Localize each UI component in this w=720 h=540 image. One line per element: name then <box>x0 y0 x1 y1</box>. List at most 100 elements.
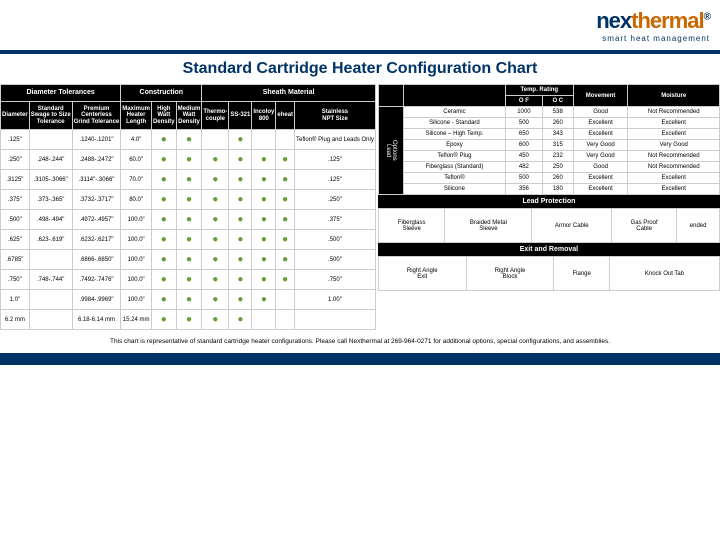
cell-diam: .250" <box>1 150 30 170</box>
er-right-block: Right AngleBlock <box>466 257 554 291</box>
cell-std: .373-.365" <box>29 190 72 210</box>
cell-eh: ● <box>276 230 295 250</box>
col-of: O F <box>505 96 542 107</box>
cell-hi: ● <box>151 150 176 170</box>
lo-name: Teflon® <box>403 173 505 184</box>
cell-in <box>252 130 276 150</box>
lo-move: Excellent <box>573 184 628 195</box>
cell-ss: ● <box>229 310 252 330</box>
cell-maxlen: 100.0" <box>121 250 152 270</box>
lo-name: Teflon® Plug <box>403 151 505 162</box>
col-prem: PremiumCenterlessGrind Tolerance <box>72 101 121 130</box>
lead-options-label: LeadOptions <box>378 107 403 195</box>
col-snpt: StainlessNPT Size <box>295 101 376 130</box>
cell-prem: .4972-.4957" <box>72 210 121 230</box>
logo-tagline: smart heat management <box>602 34 710 43</box>
cell-ss: ● <box>229 170 252 190</box>
col-moisture: Moisture <box>628 85 720 107</box>
cell-diam: 1.0" <box>1 290 30 310</box>
cell-npt: .500" <box>295 250 376 270</box>
cell-eh: ● <box>276 210 295 230</box>
cell-hi: ● <box>151 210 176 230</box>
er-flange: Flange <box>554 257 610 291</box>
cell-tc: ● <box>202 190 229 210</box>
cell-in: ● <box>252 150 276 170</box>
main-table: Diameter Tolerances Construction Sheath … <box>0 84 376 330</box>
logo-part1: nex <box>596 8 631 33</box>
lead-protection-table: FiberglassSleeve Braided MetalSleeve Arm… <box>378 208 720 243</box>
lo-move: Excellent <box>573 173 628 184</box>
cell-std: .3105-.3066" <box>29 170 72 190</box>
cell-npt: .750" <box>295 270 376 290</box>
cell-eh: ● <box>276 250 295 270</box>
lo-f: 500 <box>505 173 542 184</box>
lo-moist: Not Recommended <box>628 162 720 173</box>
cell-eh <box>276 130 295 150</box>
cell-maxlen: 4.0" <box>121 130 152 150</box>
cell-eh: ● <box>276 150 295 170</box>
cell-maxlen: 70.0" <box>121 170 152 190</box>
col-oc: O C <box>542 96 573 107</box>
cell-hi: ● <box>151 250 176 270</box>
lp-braided: Braided MetalSleeve <box>445 209 532 243</box>
cell-md: ● <box>176 170 202 190</box>
cell-maxlen: 100.0" <box>121 290 152 310</box>
cell-tc: ● <box>202 290 229 310</box>
cell-md: ● <box>176 210 202 230</box>
lo-moist: Not Recommended <box>628 107 720 118</box>
lo-move: Very Good <box>573 140 628 151</box>
cell-tc: ● <box>202 170 229 190</box>
cell-hi: ● <box>151 270 176 290</box>
lo-moist: Excellent <box>628 173 720 184</box>
cell-hi: ● <box>151 130 176 150</box>
cell-tc: ● <box>202 150 229 170</box>
cell-ss: ● <box>229 210 252 230</box>
cell-ss: ● <box>229 190 252 210</box>
col-eheat: eheat <box>276 101 295 130</box>
cell-diam: .375" <box>1 190 30 210</box>
cell-diam: .3125" <box>1 170 30 190</box>
cell-ss: ● <box>229 270 252 290</box>
cell-std: .498-.494" <box>29 210 72 230</box>
lo-c: 315 <box>542 140 573 151</box>
col-ss321: SS-321 <box>229 101 252 130</box>
cell-in: ● <box>252 250 276 270</box>
exit-removal-table: Right AngleExit Right AngleBlock Flange … <box>378 256 720 291</box>
cell-prem: .7492-.7476" <box>72 270 121 290</box>
cell-tc: ● <box>202 250 229 270</box>
lo-c: 538 <box>542 107 573 118</box>
cell-maxlen: 80.0" <box>121 190 152 210</box>
lp-fiberglass: FiberglassSleeve <box>378 209 445 243</box>
cell-eh: ● <box>276 270 295 290</box>
cell-diam: .625" <box>1 230 30 250</box>
lo-name: Fiberglass (Standard) <box>403 162 505 173</box>
lo-f: 650 <box>505 129 542 140</box>
cell-prem: .3732-.3717" <box>72 190 121 210</box>
lo-f: 600 <box>505 140 542 151</box>
lo-f: 450 <box>505 151 542 162</box>
chart-container: Diameter Tolerances Construction Sheath … <box>0 84 720 330</box>
cell-npt: .250" <box>295 190 376 210</box>
cell-tc: ● <box>202 310 229 330</box>
section-lead-protection: Lead Protection <box>378 195 720 208</box>
cell-diam: .125" <box>1 130 30 150</box>
cell-ss: ● <box>229 150 252 170</box>
cell-prem: .1240-.1201" <box>72 130 121 150</box>
cell-std <box>29 130 72 150</box>
col-movement: Movement <box>573 85 628 107</box>
cell-ss: ● <box>229 250 252 270</box>
lo-f: 500 <box>505 118 542 129</box>
group-construction: Construction <box>121 85 202 102</box>
lo-move: Very Good <box>573 151 628 162</box>
cell-hi: ● <box>151 190 176 210</box>
cell-std <box>29 250 72 270</box>
cell-maxlen: 100.0" <box>121 230 152 250</box>
npt-special: Teflon® Plug and Leads Only <box>295 130 376 150</box>
cell-npt: .125" <box>295 170 376 190</box>
lo-name: Ceramic <box>403 107 505 118</box>
lo-moist: Very Good <box>628 140 720 151</box>
col-std: StandardSwage to SizeTolerance <box>29 101 72 130</box>
cell-npt <box>295 310 376 330</box>
cell-hi: ● <box>151 170 176 190</box>
lo-c: 250 <box>542 162 573 173</box>
